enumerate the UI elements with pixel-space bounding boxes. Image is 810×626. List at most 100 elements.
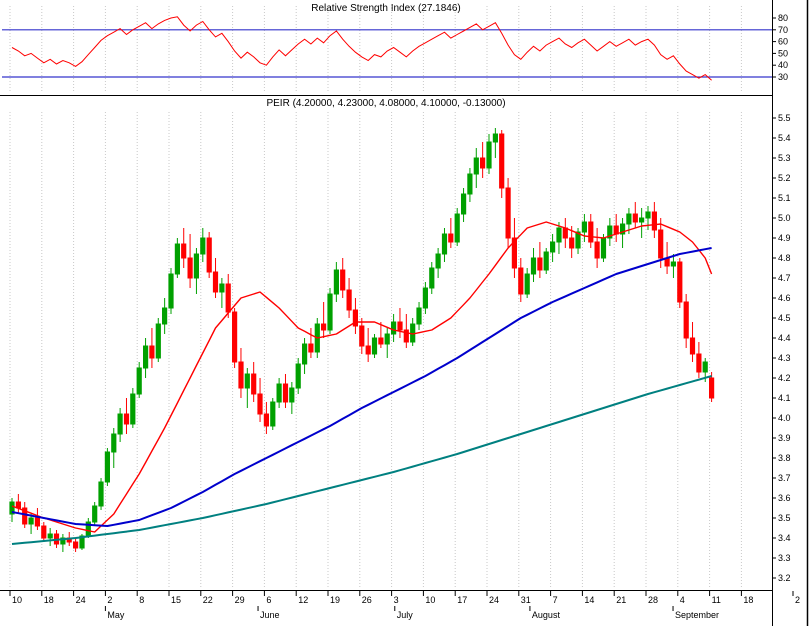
candle <box>130 388 136 428</box>
price-plot[interactable] <box>9 128 715 552</box>
candle <box>530 248 537 282</box>
x-axis-day-label: 14 <box>584 595 594 605</box>
candle <box>333 262 339 302</box>
candle <box>321 302 327 338</box>
rsi-y-tick-label: 50 <box>778 48 788 58</box>
candle <box>111 428 117 468</box>
x-axis-day-label: 18 <box>44 595 54 605</box>
candle <box>60 534 66 552</box>
candle <box>696 342 702 378</box>
candle <box>689 322 696 362</box>
candle <box>238 348 244 398</box>
x-axis-day-label: 18 <box>743 595 753 605</box>
candle <box>562 218 568 248</box>
candle <box>232 308 238 368</box>
candle <box>359 318 365 354</box>
candle <box>467 168 473 202</box>
candle <box>473 148 479 188</box>
candle <box>365 328 371 362</box>
price-y-tick-label: 5.3 <box>778 153 791 163</box>
x-axis-day-label: 11 <box>712 595 721 605</box>
rsi-plot[interactable] <box>2 16 772 81</box>
x-axis-day-label: 7 <box>553 595 558 605</box>
price-y-tick-label: 4.2 <box>778 373 791 383</box>
candle <box>263 402 269 434</box>
candle <box>492 128 498 158</box>
candle <box>104 448 111 486</box>
candle <box>289 382 295 414</box>
candle <box>620 218 626 248</box>
price-y-tick-label: 3.8 <box>778 453 791 463</box>
x-axis-day-label: 28 <box>648 595 658 605</box>
candle <box>193 248 200 294</box>
candle <box>441 228 448 262</box>
candle <box>524 268 530 298</box>
candle <box>270 398 276 430</box>
gridlines <box>9 6 742 588</box>
candle <box>410 318 416 346</box>
price-y-tick-label: 3.4 <box>778 533 791 543</box>
candle <box>511 218 517 278</box>
ma-slow-line <box>11 375 712 545</box>
candle <box>168 268 174 314</box>
candle <box>384 328 390 358</box>
price-y-tick-label: 4.6 <box>778 293 791 303</box>
candle <box>9 498 15 522</box>
x-axis-day-label: 17 <box>457 595 467 605</box>
candle <box>15 494 21 514</box>
ma-fast-line <box>11 221 713 533</box>
candle <box>187 234 193 288</box>
price-y-tick-label: 4.1 <box>778 393 791 403</box>
candle <box>607 218 613 246</box>
price-y-tick-label: 3.6 <box>778 493 791 503</box>
x-axis-day-label: 4 <box>680 595 685 605</box>
candle <box>416 302 422 330</box>
x-axis-day-label: 6 <box>266 595 271 605</box>
candle <box>543 248 549 274</box>
price-y-tick-label: 4.7 <box>778 273 791 283</box>
candle <box>632 202 638 228</box>
price-y-tick-label: 5.0 <box>778 213 791 223</box>
candle <box>181 228 187 268</box>
x-axis-day-label: 15 <box>171 595 181 605</box>
x-axis-day-label: 31 <box>521 595 531 605</box>
price-y-tick-label: 4.8 <box>778 253 791 263</box>
x-axis-month-label: May <box>107 610 125 620</box>
candle <box>117 408 123 442</box>
candle <box>556 222 562 254</box>
candle <box>588 214 594 248</box>
candle <box>397 308 403 338</box>
candle <box>155 318 161 362</box>
candle <box>391 314 397 342</box>
candle <box>461 188 467 222</box>
candle <box>257 378 263 422</box>
candle <box>670 254 676 278</box>
x-axis-day-label: 21 <box>616 595 626 605</box>
candle <box>645 206 651 230</box>
candle <box>251 362 257 402</box>
candle <box>244 368 250 408</box>
candle <box>85 518 91 538</box>
candle <box>639 208 645 238</box>
candle <box>518 258 524 302</box>
x-axis-day-label: 29 <box>235 595 245 605</box>
x-axis-day-label: 12 <box>298 595 308 605</box>
candle <box>47 528 53 546</box>
price-y-tick-label: 5.5 <box>778 113 791 123</box>
candle <box>594 228 600 268</box>
candle <box>308 328 314 358</box>
x-axis-day-label: 26 <box>362 595 372 605</box>
candle <box>352 298 358 334</box>
rsi-line <box>11 16 712 81</box>
x-axis-day-label: 22 <box>203 595 213 605</box>
candle <box>206 232 212 278</box>
x-axis-month-label: June <box>260 610 280 620</box>
candle <box>212 258 219 298</box>
price-y-tick-label: 3.3 <box>778 553 791 563</box>
candle <box>448 218 454 248</box>
candle <box>677 258 683 308</box>
rsi-y-tick-label: 70 <box>778 25 788 35</box>
